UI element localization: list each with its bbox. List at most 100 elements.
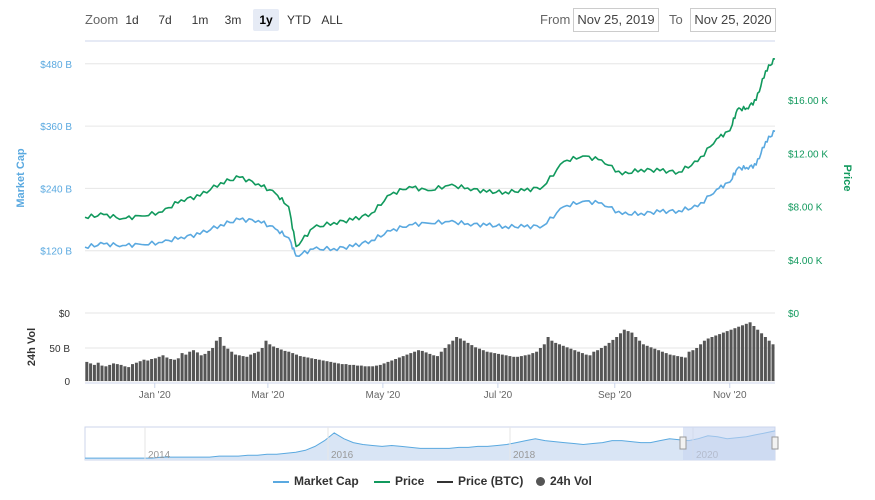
volume-bar [447,344,451,381]
volume-bar [588,355,592,381]
legend-price[interactable]: Price [374,474,424,488]
volume-bar [767,340,771,381]
volume-bar [725,331,729,381]
volume-bar [230,351,234,381]
zoom-7d-button[interactable]: 7d [158,13,172,27]
volume-bar [573,350,577,381]
zoom-all-button[interactable]: ALL [321,13,343,27]
volume-bar [420,350,424,381]
volume-bar [92,364,96,381]
navigator-selection [683,427,775,460]
volume-bar [619,333,622,381]
legend-price-btc[interactable]: Price (BTC) [437,474,523,488]
volume-bar [348,364,352,381]
to-label: To [669,12,683,27]
market-cap-tick-label: $240 B [40,184,72,195]
volume-axis-ticks: $0 50 B 0 $0 [49,309,799,388]
zoom-3m-button[interactable]: 3m [224,13,242,27]
volume-bar [245,356,249,381]
x-tick-label: Mar '20 [251,390,284,401]
zoom-1d-button[interactable]: 1d [125,13,139,27]
volume-bar [493,353,497,381]
volume-bar [173,359,176,381]
volume-bar [622,329,626,381]
volume-bar [371,366,375,381]
volume-bar [741,325,744,381]
volume-bar [356,365,359,381]
volume-bar [287,351,291,381]
navigator-tick-label: 2016 [331,450,354,461]
navigator[interactable]: 2014201620182020 [84,426,779,461]
zoom-1y-button[interactable]: 1y [253,9,279,31]
volume-bar [390,360,394,381]
legend-market-cap[interactable]: Market Cap [273,474,359,488]
volume-bar [641,344,645,381]
navigator-tick-label: 2014 [148,450,171,461]
volume-bar [478,348,481,381]
volume-bar [207,350,211,381]
market-cap-tick-label: $120 B [40,247,72,258]
volume-bar [756,329,760,381]
market-cap-line [84,130,776,258]
volume-bar [470,345,474,381]
volume-bar [699,344,703,381]
from-date-input[interactable]: Nov 25, 2019 [573,8,659,32]
zoom-label: Zoom [85,12,119,27]
x-tick-label: Sep '20 [598,390,632,401]
volume-bar [683,357,687,381]
volume-bar [146,360,150,381]
price-tick-label: $8.00 K [788,203,823,214]
price-tick-label: $16.00 K [788,96,828,107]
volume-bar [375,365,378,381]
legend-price-btc-label: Price (BTC) [458,474,524,488]
volume-bar [584,354,588,381]
volume-bar [714,335,718,381]
volume-bar [275,348,279,381]
volume-bar [336,363,340,381]
navigator-left-handle [679,436,687,450]
volume-bar [165,357,169,381]
volume-bar [710,337,714,381]
volume-bar [748,322,752,381]
volume-bar [657,350,661,381]
volume-bar [119,364,123,381]
volume-bar [485,351,489,381]
volume-bar [680,356,683,381]
volume-bar [744,323,748,381]
volume-bar [497,353,500,381]
volume-bar [729,329,733,381]
volume-bar [363,366,367,381]
range-selector: Zoom 1d 7d 1m 3m 1y YTD ALL From Nov 25,… [0,0,875,40]
volume-bar [733,328,737,381]
volume-bar [192,350,195,381]
volume-bar [344,364,348,381]
volume-bar [527,354,531,381]
volume-bar [359,365,363,381]
volume-bar [306,357,310,381]
volume-bar [378,364,382,381]
zoom-ytd-button[interactable]: YTD [287,13,311,27]
volume-bar [401,356,405,381]
volume-bar [737,326,741,381]
volume-bar [100,365,104,381]
volume-bar [580,353,584,381]
volume-bar [184,354,188,381]
volume-bar [592,351,596,381]
to-date-input[interactable]: Nov 25, 2020 [690,8,776,32]
volume-bar [138,361,142,381]
volume-bar [222,345,226,381]
volume-bar [596,350,600,381]
volume-bar [157,356,161,381]
legend-24h-vol[interactable]: 24h Vol [536,474,592,488]
volume-bar [577,351,581,381]
volume-bar [218,337,222,381]
volume-bar [439,351,443,381]
volume-bar [428,353,432,381]
price-tick-label: $12.00 K [788,149,828,160]
market-cap-tick-label: $360 B [40,122,72,133]
volume-bar [260,348,264,381]
volume-bar [542,344,546,381]
volume-bar [771,344,775,381]
zoom-1m-button[interactable]: 1m [191,13,209,27]
